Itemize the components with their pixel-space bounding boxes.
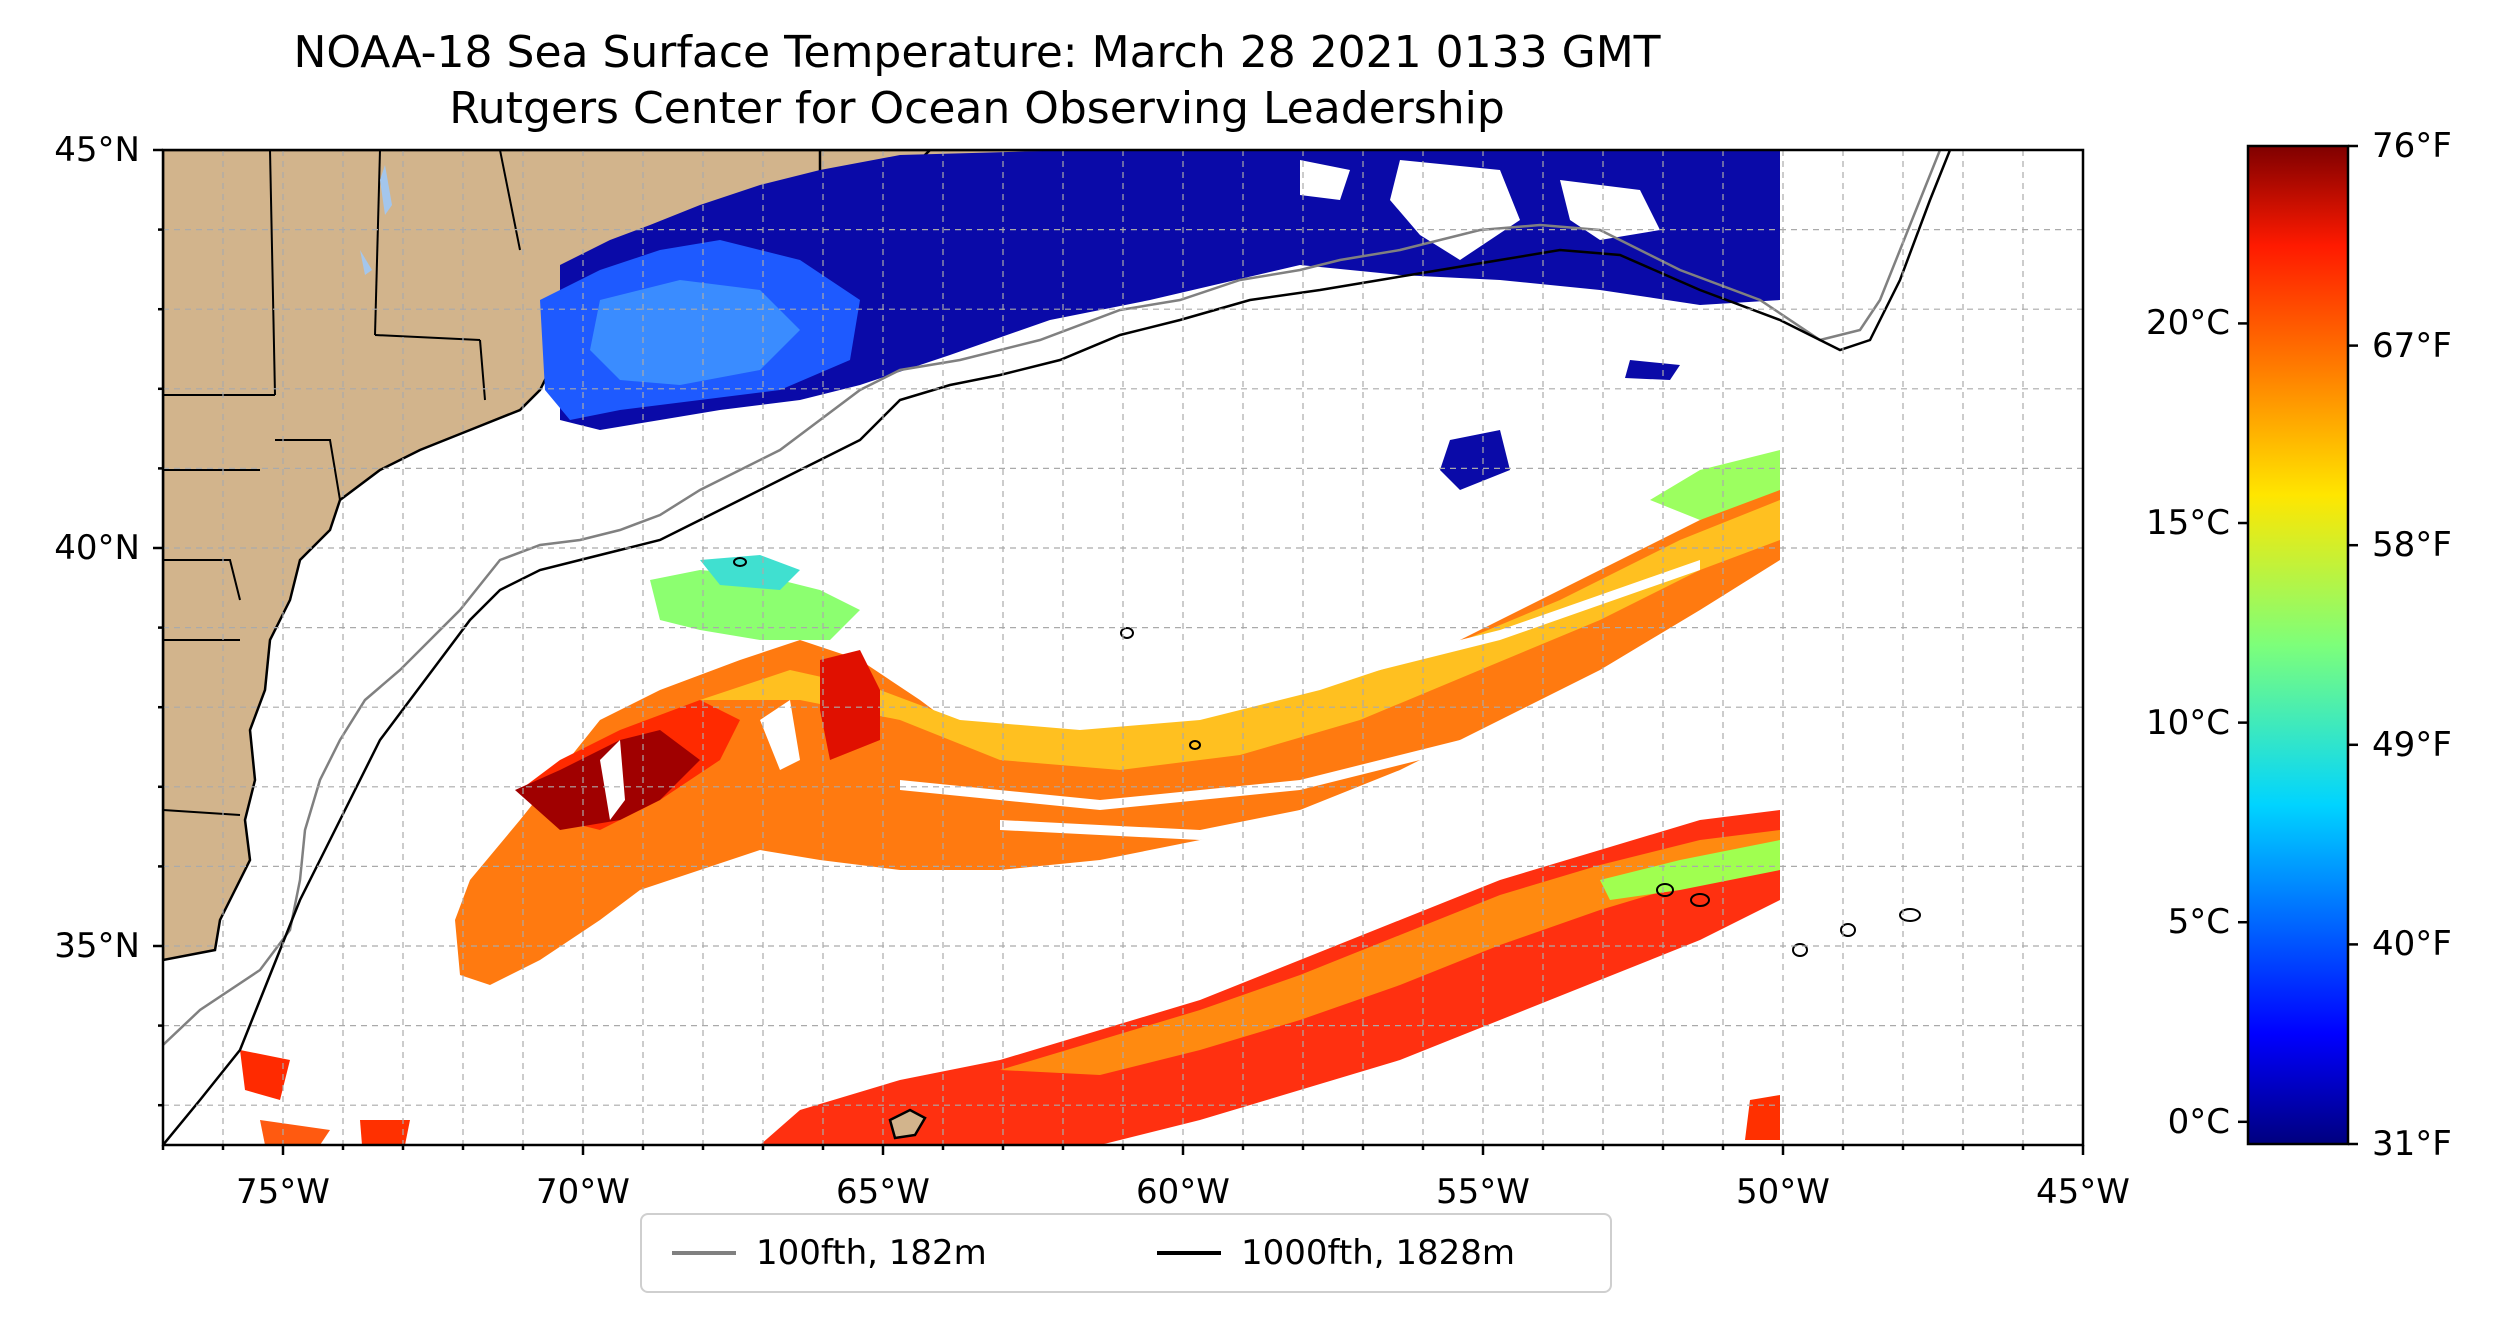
isobath-1000fth (163, 150, 1952, 1145)
colorbar-fahrenheit-label: 31°F (2372, 1124, 2452, 1164)
sst-small-patch-4 (1745, 1095, 1780, 1140)
lat-label: 35°N (54, 926, 140, 966)
isobath-legend: 100fth, 182m 1000fth, 1828m (640, 1213, 1612, 1293)
isobath-100fth (163, 150, 1942, 1046)
sst-warm-core-2 (820, 650, 880, 760)
map-ticks (153, 148, 2085, 1155)
bermuda-contour (888, 1108, 927, 1140)
lon-label: 45°W (2036, 1172, 2130, 1212)
sst-small-patch-1 (240, 1050, 290, 1100)
colorbar-fahrenheit-label: 76°F (2372, 126, 2452, 166)
seamount-contours (733, 557, 1921, 957)
sst-green-patch (650, 570, 860, 640)
colorbar-fahrenheit-label: 40°F (2372, 924, 2452, 965)
lon-label: 65°W (836, 1172, 930, 1212)
colorbar-celsius-label: 10°C (2145, 702, 2230, 743)
sst-cyan-patch (700, 555, 800, 590)
colorbar-celsius-label: 0°C (2167, 1101, 2230, 1142)
legend-swatch-1000fth (1157, 1251, 1221, 1255)
lat-label: 40°N (54, 528, 140, 568)
lakes (360, 165, 392, 275)
colorbar-celsius-label: 5°C (2167, 902, 2230, 943)
sst-small-patch-3 (360, 1120, 410, 1145)
colorbar-celsius-label: 15°C (2145, 503, 2230, 544)
lat-label: 45°N (54, 130, 140, 170)
cloud-streaks (600, 560, 1700, 840)
colorbar-fahrenheit-label: 67°F (2372, 325, 2452, 366)
sst-cold-patch-2 (1625, 360, 1680, 380)
lon-label: 55°W (1436, 1172, 1530, 1212)
colorbar-fahrenheit-label: 58°F (2372, 525, 2452, 566)
sst-gulf-stream-yellow (700, 500, 1780, 770)
lon-label: 60°W (1136, 1172, 1230, 1212)
legend-item-100fth: 100fth, 182m (672, 1215, 987, 1291)
figure-subtitle: Rutgers Center for Ocean Observing Leade… (449, 83, 1505, 134)
legend-item-1000fth: 1000fth, 1828m (1157, 1215, 1515, 1291)
lon-label: 75°W (236, 1172, 330, 1212)
sst-south-band-orange (1000, 830, 1780, 1075)
sst-green-patch-3 (1600, 840, 1780, 900)
figure-title: NOAA-18 Sea Surface Temperature: March 2… (293, 27, 1661, 78)
colorbar (2246, 144, 2350, 1146)
legend-label-100fth: 100fth, 182m (756, 1233, 987, 1273)
lon-label: 70°W (536, 1172, 630, 1212)
colorbar-fahrenheit-label: 49°F (2372, 724, 2452, 765)
sst-cold-patch (1440, 430, 1510, 490)
colorbar-ticks (2238, 144, 2358, 1146)
sst-green-patch-2 (1650, 450, 1780, 520)
legend-label-1000fth: 1000fth, 1828m (1241, 1233, 1516, 1273)
sst-small-patch-2 (260, 1120, 330, 1145)
legend-swatch-100fth (672, 1251, 736, 1255)
colorbar-celsius-label: 20°C (2145, 303, 2230, 344)
state-borders (163, 150, 521, 816)
lon-label: 50°W (1736, 1172, 1830, 1212)
